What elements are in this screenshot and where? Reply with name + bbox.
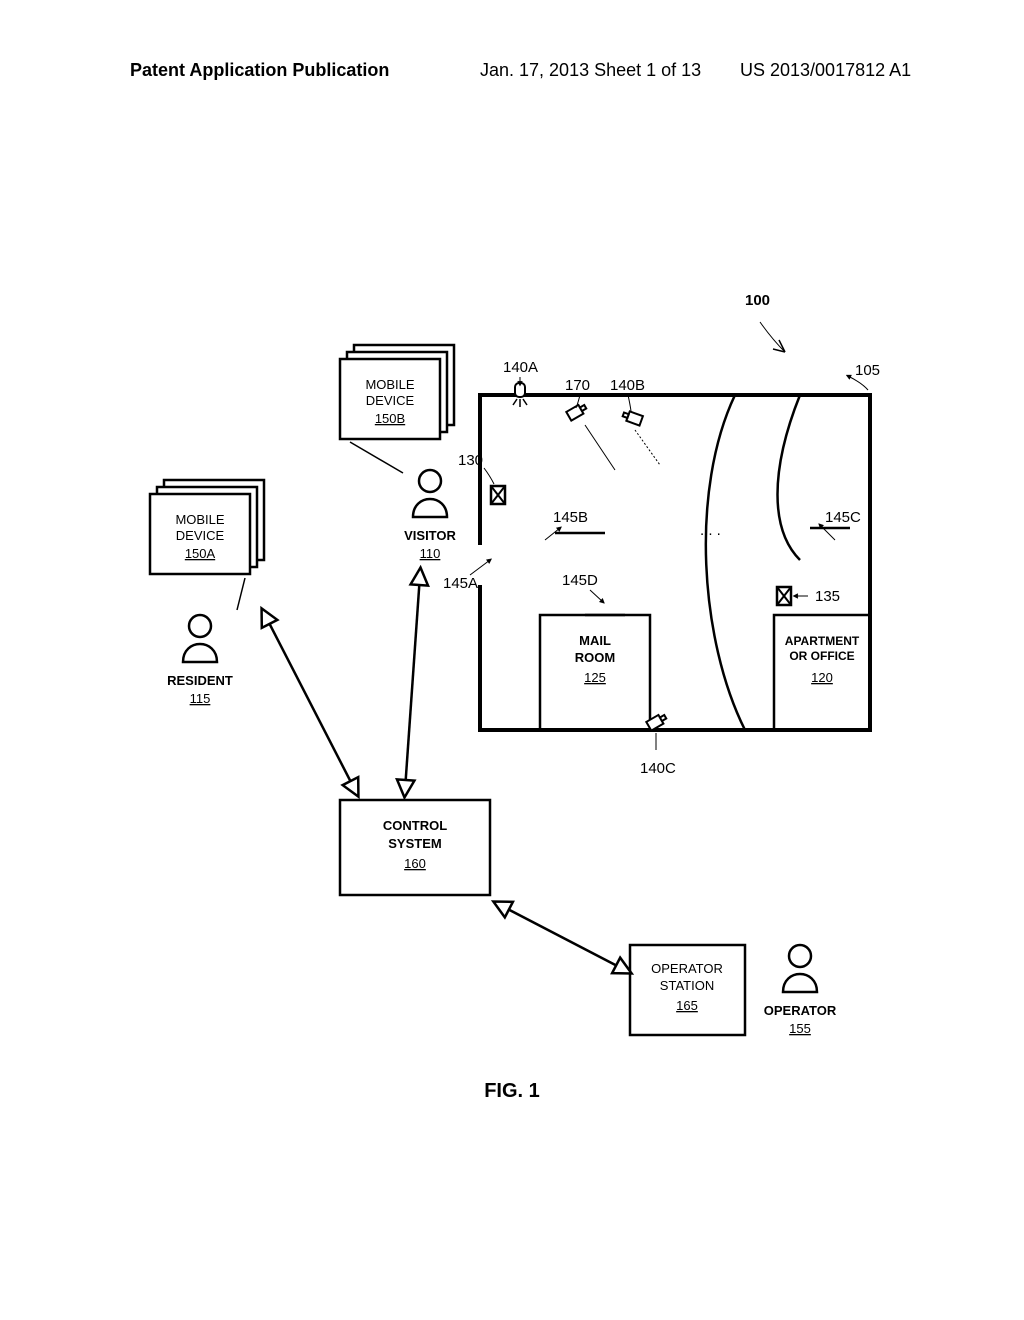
label-ellipsis: . . .: [700, 522, 721, 539]
label-135: 135: [815, 588, 840, 605]
camera-icon-140b: [622, 410, 643, 426]
control-l2: SYSTEM: [388, 836, 441, 851]
arrow-visitor-control: [405, 575, 420, 790]
sensor-icon-140a: [513, 383, 527, 407]
label-140b: 140B: [610, 377, 645, 394]
camera-ray-2: [635, 430, 660, 465]
leader-150b: [350, 442, 403, 473]
label-140c: 140C: [640, 760, 676, 777]
mobile-device-b: MOBILE DEVICE 150B: [340, 345, 454, 439]
leader-150a: [237, 578, 245, 610]
operator-icon: [783, 945, 817, 992]
label-100: 100: [745, 292, 770, 309]
control-system-box: CONTROL SYSTEM 160: [340, 800, 490, 895]
leader-100: [760, 322, 785, 352]
operator-l2: 155: [789, 1021, 811, 1036]
resident-l1: RESIDENT: [167, 673, 233, 688]
control-l1: CONTROL: [383, 818, 447, 833]
mobile-device-a: MOBILE DEVICE 150A: [150, 480, 264, 574]
mailroom-label-1: MAIL: [579, 633, 611, 648]
mobile-a-l2: DEVICE: [176, 528, 225, 543]
arrow-control-operator: [500, 905, 625, 970]
mobile-b-l2: DEVICE: [366, 393, 415, 408]
figure-label: FIG. 1: [0, 1080, 1024, 1103]
page: Patent Application Publication Jan. 17, …: [0, 0, 1024, 1320]
leader-145d: [590, 590, 603, 602]
apt-label-1: APARTMENT: [785, 634, 860, 648]
label-170: 170: [565, 377, 590, 394]
hallway-curve-right: [778, 395, 801, 560]
opstation-l1: OPERATOR: [651, 961, 723, 976]
camera-ray-1: [585, 425, 615, 470]
leader-140b: [628, 395, 631, 411]
visitor-l2: 110: [420, 546, 441, 561]
label-145c: 145C: [825, 509, 861, 526]
mobile-b-l3: 150B: [375, 411, 405, 426]
hallway-curve-left: [706, 395, 745, 730]
label-130: 130: [458, 452, 483, 469]
label-145a: 145A: [443, 575, 478, 592]
mailroom-label-2: ROOM: [575, 650, 615, 665]
opstation-l2: STATION: [660, 978, 714, 993]
label-145b: 145B: [553, 509, 588, 526]
diagram-svg: MAIL ROOM 125 APARTMENT OR OFFICE 120: [0, 0, 1024, 1320]
mobile-a-l1: MOBILE: [175, 512, 224, 527]
label-105: 105: [855, 362, 880, 379]
apt-label-3: 120: [811, 670, 833, 685]
operator-station-box: OPERATOR STATION 165: [630, 945, 745, 1035]
resident-l2: 115: [190, 691, 211, 706]
mail-room-box: MAIL ROOM 125: [540, 615, 650, 730]
keypad-icon-130: [491, 486, 505, 504]
mobile-b-l1: MOBILE: [365, 377, 414, 392]
visitor-l1: VISITOR: [404, 528, 456, 543]
operator-l1: OPERATOR: [764, 1003, 837, 1018]
resident-icon: [183, 615, 217, 662]
label-145d: 145D: [562, 572, 598, 589]
opstation-l3: 165: [676, 998, 698, 1013]
mobile-a-l3: 150A: [185, 546, 216, 561]
arrow-resident-control: [265, 615, 355, 790]
apt-label-2: OR OFFICE: [789, 649, 854, 663]
mailroom-label-3: 125: [584, 670, 606, 685]
keypad-icon-135: [777, 587, 791, 605]
label-140a: 140A: [503, 359, 538, 376]
visitor-icon: [413, 470, 447, 517]
leader-130: [484, 468, 494, 484]
apartment-box: APARTMENT OR OFFICE 120: [774, 615, 870, 730]
control-l3: 160: [404, 856, 426, 871]
